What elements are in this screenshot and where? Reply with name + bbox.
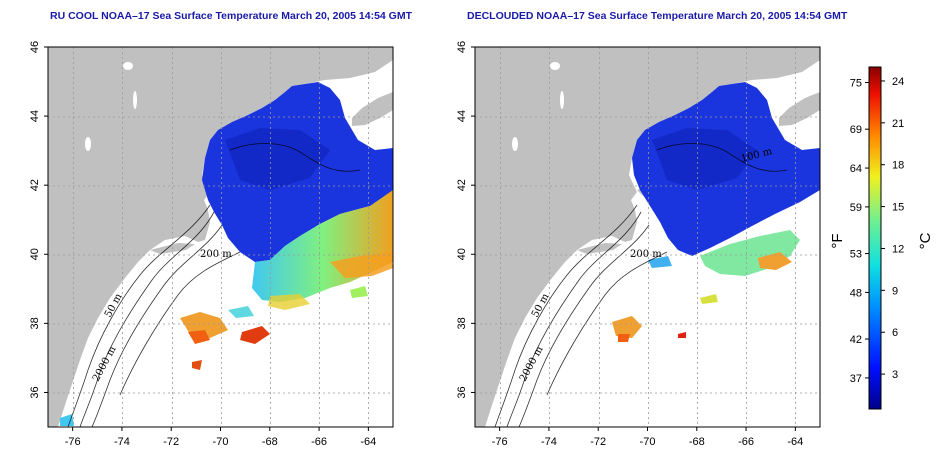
right-lon-tick-label: -68: [689, 436, 705, 448]
colorbar-f-tick-label: 64: [850, 163, 862, 175]
right-land-mass: [475, 47, 820, 427]
left-lon-tick-label: -70: [213, 436, 229, 448]
right-lat-tick-label: 38: [456, 317, 468, 329]
left-gridlines: [48, 47, 393, 427]
colorbar-f-tick-label: 69: [850, 124, 862, 136]
colorbar-gradient: [868, 66, 882, 410]
left-lat-tick-label: 36: [29, 386, 41, 398]
right-lon-tick-label: -74: [541, 436, 557, 448]
right-lon-tick-label: -70: [640, 436, 656, 448]
colorbar-f-tick-label: 75: [850, 78, 862, 90]
right-nova-scotia: [779, 92, 820, 126]
right-lon-tick-label: -64: [787, 436, 803, 448]
right-lat-tick-label: 44: [456, 110, 468, 122]
left-land-mass: [48, 47, 393, 427]
right-map-title: DECLOUDED NOAA–17 Sea Surface Temperatur…: [467, 10, 848, 22]
colorbar-f-tick-label: 48: [850, 287, 862, 299]
left-lat-tick-label: 40: [29, 248, 41, 260]
right-lon-tick-label: -72: [590, 436, 606, 448]
right-lat-tick-label: 36: [456, 386, 468, 398]
colorbar-f-tick-label: 59: [850, 202, 862, 214]
left-lat-tick-label: 46: [29, 41, 41, 53]
colorbar: 75 69 64 59 53 48 42 37 24 21 18 15 12 9 6 3 °F °C: [829, 66, 934, 410]
colorbar-c-tick-label: 24: [892, 76, 904, 88]
left-lon-tick-label: -68: [262, 436, 278, 448]
left-lon-tick-label: -74: [114, 436, 130, 448]
left-lon-tick-label: -72: [163, 436, 179, 448]
right-map: 100 m 200 m 50 m 2000 m: [474, 46, 821, 428]
colorbar-f-tick-label: 42: [850, 334, 862, 346]
colorbar-c-tick-label: 15: [892, 202, 904, 214]
fahrenheit-label: °F: [829, 233, 846, 248]
left-lon-tick-label: -76: [65, 436, 81, 448]
left-nova-scotia: [352, 92, 393, 126]
left-map-title: RU COOL NOAA–17 Sea Surface Temperature …: [50, 10, 413, 22]
left-lat-tick-label: 44: [29, 110, 41, 122]
colorbar-f-tick-label: 53: [850, 249, 862, 261]
left-lat-tick-label: 42: [29, 179, 41, 191]
colorbar-c-tick-label: 3: [892, 369, 898, 381]
colorbar-f-tick-label: 37: [850, 373, 862, 385]
right-lon-tick-label: -66: [738, 436, 754, 448]
colorbar-c-tick-label: 12: [892, 243, 904, 255]
right-lat-tick-label: 46: [456, 41, 468, 53]
right-gridlines: [475, 47, 820, 427]
left-map: 200 m 50 m 2000 m: [47, 46, 394, 428]
colorbar-c-tick-label: 21: [892, 118, 904, 130]
left-lat-tick-label: 38: [29, 317, 41, 329]
right-contour-200m: 200 m: [630, 249, 662, 260]
left-lon-tick-label: -64: [360, 436, 376, 448]
left-lon-tick-label: -66: [311, 436, 327, 448]
right-lat-tick-label: 40: [456, 248, 468, 260]
colorbar-c-tick-label: 18: [892, 160, 904, 172]
map-axes: -76 -74 -72 -70 -68 -66 -64 36 38 40 42 44 46 -76 -74 -…: [29, 41, 803, 448]
left-contour-200m: 200 m: [200, 249, 232, 260]
celsius-label: °C: [917, 232, 934, 249]
right-lon-tick-label: -76: [492, 436, 508, 448]
colorbar-c-tick-label: 9: [892, 285, 898, 297]
colorbar-c-tick-label: 6: [892, 327, 898, 339]
colorbar-ticks: 75 69 64 59 53 48 42 37 24 21 18 15 12 9 6 3: [850, 76, 905, 385]
right-lat-tick-label: 42: [456, 179, 468, 191]
